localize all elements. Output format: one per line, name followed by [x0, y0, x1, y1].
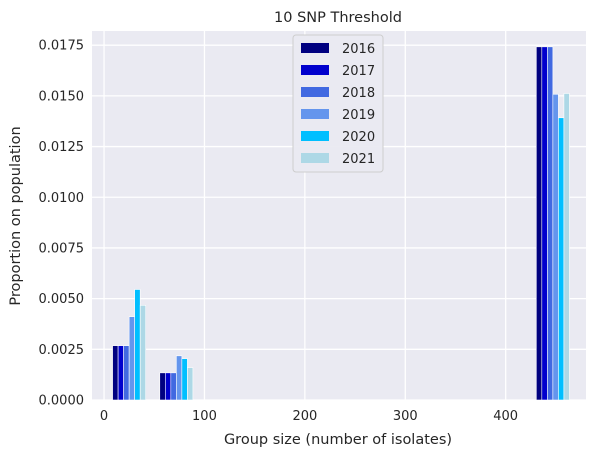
bar-2017 — [165, 373, 171, 400]
bar-2020 — [135, 290, 141, 400]
y-axis-title: Proportion on population — [8, 126, 24, 305]
y-tick-label: 0.0025 — [39, 343, 85, 358]
bar-2018 — [547, 47, 553, 400]
legend-label-2016: 2016 — [342, 42, 375, 57]
legend-swatch-2017 — [301, 65, 329, 75]
bar-2021 — [564, 93, 570, 400]
x-tick-label: 100 — [192, 409, 217, 424]
bar-2020 — [558, 118, 564, 400]
legend-label-2021: 2021 — [342, 152, 375, 167]
x-tick-label: 0 — [100, 409, 108, 424]
bar-2017 — [118, 346, 124, 400]
bar-2021 — [187, 368, 193, 400]
legend-swatch-2020 — [301, 131, 329, 141]
x-axis-title: Group size (number of isolates) — [224, 432, 452, 448]
legend-swatch-2019 — [301, 109, 329, 119]
bar-2018 — [124, 346, 130, 400]
legend: 2016 2017 2018 2019 2020 2021 — [293, 35, 383, 172]
bar-2020 — [182, 359, 188, 400]
bar-2016 — [160, 373, 166, 400]
bar-2019 — [129, 317, 135, 400]
bar-2019 — [553, 94, 559, 400]
bar-2016 — [536, 47, 542, 400]
y-axis-ticks: 0.0000 0.0025 0.0050 0.0075 0.0100 0.0125 0.01… — [39, 39, 85, 409]
y-tick-label: 0.0150 — [39, 89, 85, 104]
bar-2019 — [176, 356, 182, 400]
y-tick-label: 0.0050 — [39, 292, 85, 307]
x-tick-label: 200 — [292, 409, 317, 424]
bar-2018 — [171, 373, 177, 400]
legend-swatch-2018 — [301, 87, 329, 97]
x-tick-label: 400 — [493, 409, 518, 424]
y-tick-label: 0.0125 — [39, 140, 85, 155]
legend-label-2018: 2018 — [342, 86, 375, 101]
y-tick-label: 0.0075 — [39, 241, 85, 256]
x-axis-ticks: 0 100 200 300 400 — [100, 409, 518, 424]
legend-label-2019: 2019 — [342, 108, 375, 123]
y-tick-label: 0.0100 — [39, 191, 85, 206]
y-tick-label: 0.0000 — [39, 394, 85, 409]
legend-label-2020: 2020 — [342, 130, 375, 145]
x-tick-label: 300 — [393, 409, 418, 424]
chart-title: 10 SNP Threshold — [274, 10, 402, 26]
legend-swatch-2021 — [301, 153, 329, 163]
bar-2016 — [113, 346, 119, 400]
bar-2017 — [542, 47, 548, 400]
legend-label-2017: 2017 — [342, 64, 375, 79]
legend-swatch-2016 — [301, 43, 329, 53]
y-tick-label: 0.0175 — [39, 39, 85, 54]
bar-2021 — [140, 305, 146, 400]
